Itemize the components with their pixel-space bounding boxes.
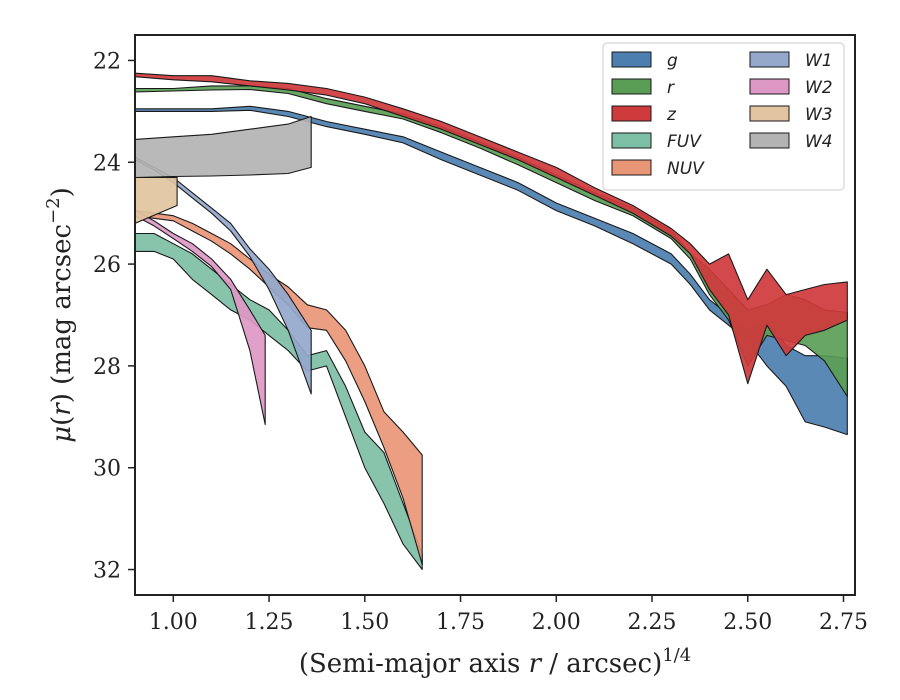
legend-swatch-nuv	[611, 159, 652, 176]
y-tick-label: 22	[93, 49, 121, 74]
y-tick-label: 24	[93, 151, 121, 176]
x-axis-label: (Semi-major axis r / arcsec)1/4	[299, 645, 691, 679]
y-tick-label: 30	[93, 457, 121, 482]
x-axis: 1.00 1.25 1.50 1.75 2.00 2.25 2.50 2.75	[149, 595, 868, 635]
y-axis-label: μ(r) (mag arcsec−2)	[43, 187, 77, 443]
plot-area	[135, 72, 848, 571]
legend-swatch-z	[611, 105, 652, 122]
legend-label-fuv: FUV	[667, 132, 702, 152]
y-axis: 22 24 26 28 30 32	[93, 49, 135, 584]
legend-swatch-r	[611, 78, 652, 95]
y-tick-label: 26	[93, 253, 121, 278]
legend-swatch-w2	[749, 78, 790, 95]
legend-swatch-w1	[749, 51, 790, 68]
y-tick-label: 28	[93, 355, 121, 380]
legend-label-nuv: NUV	[667, 159, 705, 179]
plot-frame	[134, 34, 856, 596]
x-tick-label: 2.25	[628, 610, 677, 635]
y-tick-label: 32	[93, 559, 121, 584]
legend-swatch-w4	[749, 132, 790, 149]
legend-swatch-g	[611, 51, 652, 68]
x-tick-label: 2.00	[532, 610, 581, 635]
band-g	[135, 105, 848, 436]
legend-label-w1: W1	[805, 51, 833, 71]
legend-label-w2: W2	[805, 78, 833, 98]
x-tick-label: 1.50	[340, 610, 389, 635]
band-w4	[135, 115, 312, 179]
band-w1	[135, 156, 312, 395]
legend-label-r: r	[667, 78, 675, 98]
legend-label-w3: W3	[805, 105, 833, 125]
legend-swatch-fuv	[611, 132, 652, 149]
band-w2	[135, 210, 266, 426]
x-tick-label: 1.25	[245, 610, 294, 635]
legend-label-g: g	[667, 51, 678, 71]
x-tick-label: 2.75	[819, 610, 868, 635]
legend-label-w4: W4	[805, 132, 833, 152]
x-tick-label: 1.00	[149, 610, 198, 635]
x-tick-label: 1.75	[436, 610, 485, 635]
legend-label-z: z	[666, 105, 677, 125]
band-z	[135, 72, 848, 385]
x-tick-label: 2.50	[723, 610, 772, 635]
band-w3	[135, 176, 178, 224]
legend: grz FUV NUV W1 W2 W3 W4	[602, 42, 845, 191]
legend-swatch-w3	[749, 105, 790, 122]
